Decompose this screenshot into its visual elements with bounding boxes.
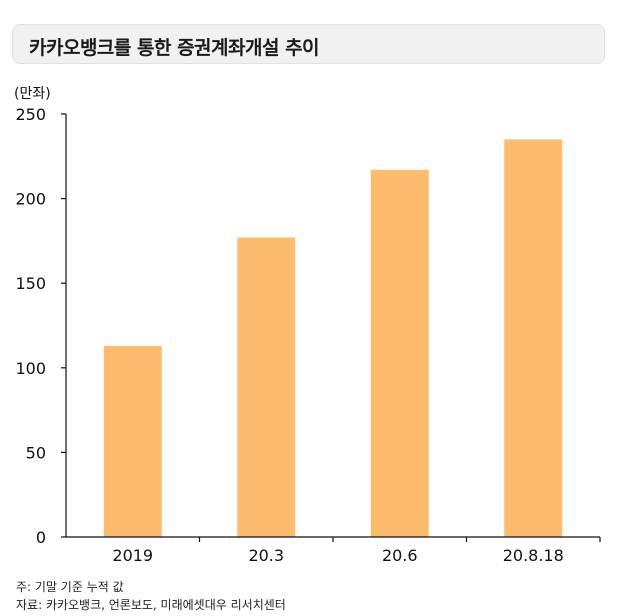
x-axis-ticks: 2019 20.3 20.6 20.8.18 [112, 537, 601, 565]
bar-20.8.18 [504, 139, 563, 537]
y-tick-label: 100 [15, 359, 46, 378]
x-tick-label: 20.3 [248, 546, 284, 565]
y-tick-label: 200 [15, 190, 46, 209]
bar-2019 [103, 345, 162, 537]
bars [103, 139, 563, 538]
y-tick-label: 150 [15, 274, 46, 293]
chart-title: 카카오뱅크를 통한 증권계좌개설 추이 [29, 37, 320, 59]
y-tick-label: 50 [26, 443, 46, 462]
y-axis-unit-label: (만좌) [14, 86, 51, 102]
x-tick-label: 2019 [112, 546, 153, 565]
x-tick-label: 20.6 [382, 546, 418, 565]
bar-20.6 [370, 169, 429, 537]
axes [65, 114, 600, 538]
y-tick-label: 0 [36, 528, 46, 547]
y-tick-label: 250 [15, 105, 46, 124]
chart-note: 주: 기말 기준 누적 값 [16, 580, 124, 594]
chart-source: 자료: 카카오뱅크, 언론보도, 미래에셋대우 리서치센터 [16, 598, 286, 612]
bar-20.3 [237, 237, 296, 538]
title-banner: 카카오뱅크를 통한 증권계좌개설 추이 [12, 24, 605, 64]
x-tick-label: 20.8.18 [503, 546, 564, 565]
y-axis-ticks: 0 50 100 150 200 250 [15, 105, 66, 547]
bar-chart: (만좌) 0 50 100 150 200 250 2019 20.3 20.6 20.8.18 [14, 86, 601, 565]
